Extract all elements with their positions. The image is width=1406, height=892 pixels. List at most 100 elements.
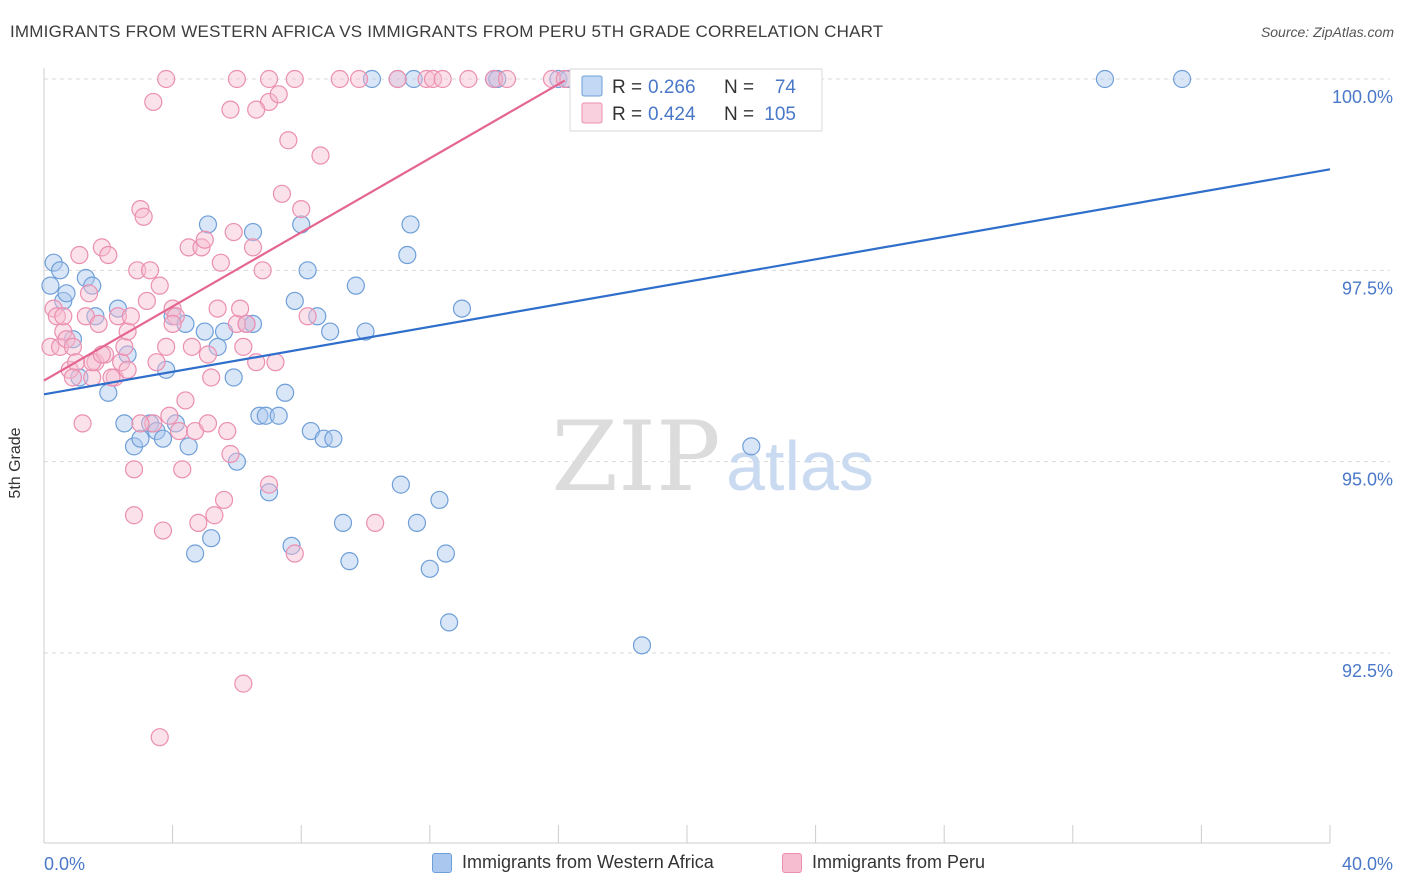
data-point bbox=[243, 314, 263, 334]
data-point bbox=[134, 207, 153, 226]
data-point bbox=[420, 559, 439, 578]
data-point bbox=[269, 85, 288, 104]
stats-n-label: N = bbox=[724, 77, 754, 98]
data-point bbox=[179, 437, 198, 456]
data-point bbox=[298, 261, 317, 280]
y-tick-label: 97.5% bbox=[1342, 278, 1393, 298]
data-point bbox=[50, 261, 70, 280]
stats-r-value: 0.424 bbox=[648, 104, 696, 125]
y-tick-label: 92.5% bbox=[1342, 661, 1393, 681]
watermark-atlas: atlas bbox=[726, 427, 874, 505]
data-point bbox=[549, 69, 568, 89]
data-point bbox=[285, 291, 304, 311]
data-point bbox=[308, 307, 327, 326]
stats-r-value: 0.266 bbox=[648, 77, 696, 98]
data-point bbox=[237, 314, 256, 334]
data-point bbox=[198, 414, 218, 433]
watermark: ZIP atlas bbox=[551, 401, 874, 513]
legend-label: Immigrants from Western Africa bbox=[462, 852, 714, 872]
stats-n-value: 105 bbox=[764, 104, 796, 125]
data-point bbox=[157, 337, 176, 356]
stats-swatch bbox=[581, 102, 603, 124]
data-point bbox=[70, 245, 89, 265]
data-point bbox=[292, 215, 311, 234]
data-point bbox=[202, 529, 221, 548]
data-point bbox=[292, 200, 311, 219]
data-point bbox=[202, 368, 221, 387]
data-point bbox=[83, 368, 102, 387]
data-point bbox=[108, 307, 128, 326]
data-point bbox=[47, 307, 66, 326]
data-point bbox=[211, 253, 230, 272]
legend-swatch-blue bbox=[432, 852, 452, 873]
data-point bbox=[221, 444, 240, 464]
data-point bbox=[89, 314, 108, 334]
data-point bbox=[333, 513, 353, 532]
data-point bbox=[41, 276, 60, 295]
x-tick-label: 40.0% bbox=[1342, 854, 1393, 874]
data-point bbox=[137, 291, 156, 311]
data-point bbox=[160, 406, 179, 425]
data-point bbox=[231, 299, 250, 318]
data-point bbox=[131, 414, 150, 433]
data-point bbox=[99, 245, 118, 265]
stats-swatch bbox=[581, 75, 603, 97]
data-point bbox=[417, 69, 436, 89]
data-point bbox=[407, 513, 427, 532]
stats-legend: R = 0.266 N = 74 R = 0.424 N = 105 bbox=[569, 68, 823, 132]
trend-lines bbox=[43, 79, 1331, 396]
data-point bbox=[99, 383, 118, 402]
data-point bbox=[73, 414, 92, 433]
stats-n-value: 74 bbox=[775, 77, 797, 98]
data-point bbox=[124, 506, 144, 525]
data-point bbox=[163, 314, 182, 334]
data-point bbox=[276, 383, 295, 402]
data-point bbox=[176, 391, 195, 410]
data-point bbox=[234, 674, 253, 693]
data-point bbox=[311, 146, 330, 165]
data-point bbox=[218, 421, 237, 441]
data-point bbox=[227, 314, 246, 334]
data-point bbox=[153, 521, 173, 540]
data-point bbox=[63, 368, 83, 387]
series-western-africa-points bbox=[41, 69, 1192, 655]
data-point bbox=[128, 261, 147, 280]
data-point bbox=[398, 245, 417, 265]
data-point bbox=[144, 414, 163, 433]
data-point bbox=[259, 483, 279, 502]
legend-item-peru[interactable]: Immigrants from Peru bbox=[782, 852, 985, 873]
data-point bbox=[366, 513, 385, 532]
data-point bbox=[266, 353, 285, 372]
data-point bbox=[150, 728, 169, 747]
data-point bbox=[279, 131, 298, 150]
data-point bbox=[404, 69, 423, 89]
data-point bbox=[182, 337, 201, 356]
data-point bbox=[208, 299, 227, 318]
series-legend: Immigrants from Western Africa Immigrant… bbox=[0, 852, 1406, 876]
data-point bbox=[57, 284, 76, 303]
data-point bbox=[147, 353, 166, 372]
legend-item-western-africa[interactable]: Immigrants from Western Africa bbox=[432, 852, 714, 873]
data-point bbox=[356, 322, 375, 341]
data-point bbox=[124, 460, 144, 479]
data-point bbox=[214, 490, 234, 510]
data-point bbox=[485, 69, 504, 89]
stats-r-label: R = bbox=[612, 104, 642, 125]
data-point bbox=[176, 314, 195, 334]
data-point bbox=[742, 437, 761, 456]
data-point bbox=[121, 307, 140, 326]
data-point bbox=[131, 429, 150, 448]
data-point bbox=[144, 92, 163, 112]
data-point bbox=[272, 184, 292, 203]
data-point bbox=[1173, 69, 1192, 89]
data-point bbox=[205, 506, 224, 525]
data-point bbox=[324, 429, 343, 448]
data-point bbox=[259, 475, 279, 494]
source-label: Source: ZipAtlas.com bbox=[1260, 24, 1394, 40]
stats-n-label: N = bbox=[724, 104, 754, 125]
data-point bbox=[198, 345, 218, 364]
data-point bbox=[298, 307, 317, 326]
data-point bbox=[632, 636, 652, 655]
data-point bbox=[430, 490, 449, 510]
